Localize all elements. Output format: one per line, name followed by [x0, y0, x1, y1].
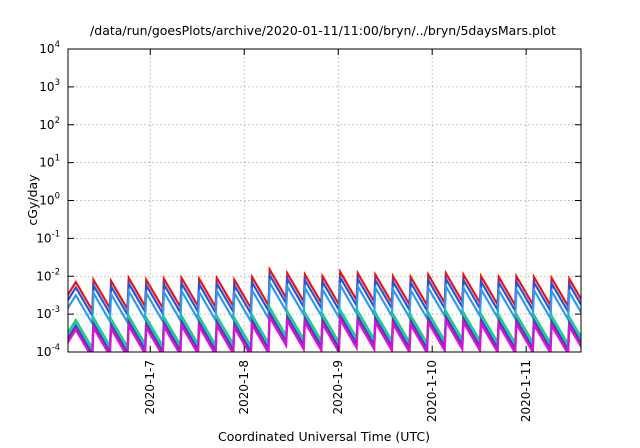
- x-axis-label: Coordinated Universal Time (UTC): [218, 429, 430, 444]
- x-tick-label: 2020-1-7: [143, 360, 157, 414]
- y-tick-label: 101: [39, 154, 60, 170]
- y-axis-label: cGy/day: [25, 174, 40, 226]
- series-group: [68, 265, 581, 352]
- y-tick-label: 104: [39, 40, 60, 56]
- y-tick-label: 10-1: [36, 229, 60, 245]
- y-axis: 104 103 102 101 100 10-1 10-2 10-3 10-4: [36, 40, 581, 359]
- chart-title: /data/run/goesPlots/archive/2020-01-11/1…: [90, 23, 556, 38]
- y-tick-label: 100: [39, 192, 60, 208]
- y-tick-label: 10-2: [36, 267, 60, 283]
- series-line-7: [68, 313, 581, 352]
- x-axis: 2020-1-7 2020-1-8 2020-1-9 2020-1-10 2020-1-…: [143, 49, 533, 422]
- y-tick-label: 10-4: [36, 343, 60, 359]
- y-tick-label: 103: [39, 78, 60, 94]
- x-tick-label: 2020-1-10: [425, 360, 439, 422]
- x-tick-label: 2020-1-9: [331, 360, 345, 414]
- series-line-3: [68, 278, 581, 328]
- y-tick-label: 102: [39, 116, 60, 132]
- y-tick-label: 10-3: [36, 305, 60, 321]
- x-tick-label: 2020-1-11: [519, 360, 533, 422]
- x-tick-label: 2020-1-8: [237, 360, 251, 414]
